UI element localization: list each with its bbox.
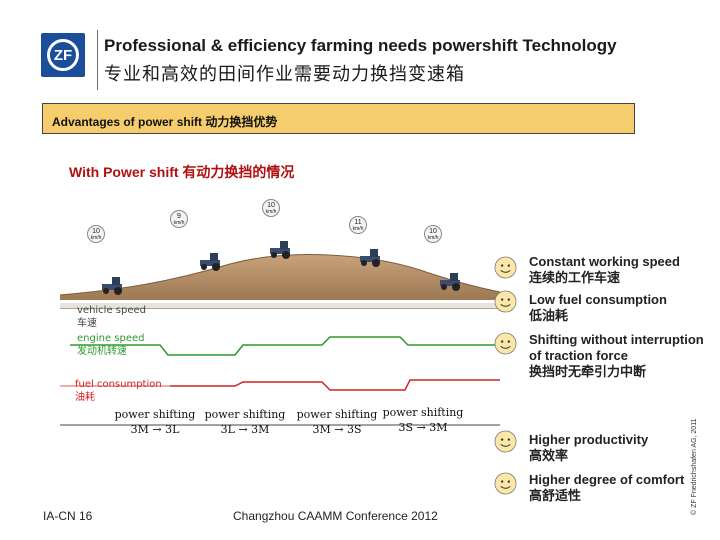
fuel-label: fuel consumption 油耗 (75, 378, 162, 404)
title-english: Professional & efficiency farming needs … (104, 36, 617, 55)
speed-unit: km/h (90, 235, 102, 241)
speed-bubble-2: 9 km/h (170, 210, 188, 228)
speed-bubble-5: 10 km/h (424, 225, 442, 243)
speed-value: 11 (354, 219, 362, 226)
advantage-low-fuel: Low fuel consumption 低油耗 (529, 292, 667, 324)
fuel-trace (170, 379, 500, 391)
advantage-en: Constant working speed (529, 254, 680, 269)
shift-gears: 3M → 3L (130, 423, 180, 436)
tractor-1-icon (102, 277, 122, 295)
shift-label-4: power shifting 3S → 3M (378, 405, 468, 435)
smiley-icon (494, 256, 517, 279)
shift-text: power shifting (296, 408, 378, 421)
conference-name: Changzhou CAAMM Conference 2012 (233, 509, 438, 523)
shift-label-1: power shifting 3M → 3L (110, 407, 200, 437)
speed-value: 10 (429, 228, 437, 235)
speed-value: 9 (177, 213, 181, 220)
shift-text: power shifting (114, 408, 196, 421)
advantage-productivity: Higher productivity 高效率 (529, 432, 648, 464)
speed-unit: km/h (427, 235, 439, 241)
speed-bubble-3: 10 km/h (262, 199, 280, 217)
shift-text: power shifting (204, 408, 286, 421)
speed-bubble-1: 10 km/h (87, 225, 105, 243)
tractor-5-icon (440, 273, 460, 291)
advantage-en: Higher degree of comfort (529, 472, 685, 487)
hill-shape (60, 254, 500, 300)
smiley-icon (494, 430, 517, 453)
speed-unit: km/h (352, 226, 364, 232)
vehicle-speed-label: vehicle speed 车速 (77, 304, 146, 330)
shift-gears: 3S → 3M (398, 421, 448, 434)
tractor-3-icon (270, 241, 290, 259)
header-divider (97, 30, 98, 90)
speed-value: 10 (92, 228, 100, 235)
shift-text: power shifting (382, 406, 464, 419)
smiley-icon (494, 332, 517, 355)
advantage-constant-speed: Constant working speed 连续的工作车速 (529, 254, 680, 286)
advantage-en: Higher productivity (529, 432, 649, 447)
zf-logo-text: ZF (47, 39, 79, 71)
advantage-cn: 换挡时无牵引力中断 (529, 364, 647, 379)
smiley-icon (494, 290, 517, 313)
advantages-banner: Advantages of power shift 动力换挡优势 (42, 103, 635, 134)
shift-gears: 3L → 3M (220, 423, 270, 436)
shift-gears: 3M → 3S (312, 423, 362, 436)
speed-bubble-4: 11 km/h (349, 216, 367, 234)
smiley-icon (494, 472, 517, 495)
fuel-cn: 油耗 (75, 392, 95, 403)
terrain-illustration (60, 241, 500, 300)
shift-label-2: power shifting 3L → 3M (200, 407, 290, 437)
engine-speed-cn: 发动机转速 (77, 346, 127, 357)
shift-label-3: power shifting 3M → 3S (292, 407, 382, 437)
advantage-cn: 高舒适性 (529, 488, 582, 503)
speed-value: 10 (267, 202, 275, 209)
advantage-comfort: Higher degree of comfort 高舒适性 (529, 472, 684, 504)
engine-speed-label: engine speed 发动机转速 (77, 332, 145, 358)
speed-unit: km/h (265, 209, 277, 215)
fuel-en: fuel consumption (75, 379, 162, 390)
advantage-cn: 高效率 (529, 448, 569, 463)
advantage-no-interruption: Shifting without interruption of tractio… (529, 332, 704, 380)
title-chinese: 专业和高效的田间作业需要动力换挡变速箱 (104, 64, 465, 84)
signal-traces (60, 303, 500, 426)
speed-unit: km/h (173, 220, 185, 226)
slide-number: IA-CN 16 (43, 509, 93, 523)
vehicle-speed-shade (60, 303, 500, 308)
vehicle-speed-cn: 车速 (77, 318, 97, 329)
advantage-cn: 低油耗 (529, 308, 569, 323)
tractor-4-icon (360, 249, 380, 267)
advantage-en: Shifting without interruption (529, 332, 704, 347)
section-title: With Power shift 有动力换挡的情况 (69, 164, 295, 180)
copyright-notice: © ZF Friedrichshafen AG, 2011 (691, 418, 698, 515)
tractor-2-icon (200, 253, 220, 271)
zf-logo: ZF (41, 33, 85, 77)
engine-speed-en: engine speed (77, 333, 145, 344)
advantage-en-2: of traction force (529, 348, 628, 363)
vehicle-speed-en: vehicle speed (77, 305, 147, 316)
engine-speed-trace (70, 336, 500, 356)
advantage-en: Low fuel consumption (529, 292, 667, 307)
advantage-cn: 连续的工作车速 (529, 270, 621, 285)
